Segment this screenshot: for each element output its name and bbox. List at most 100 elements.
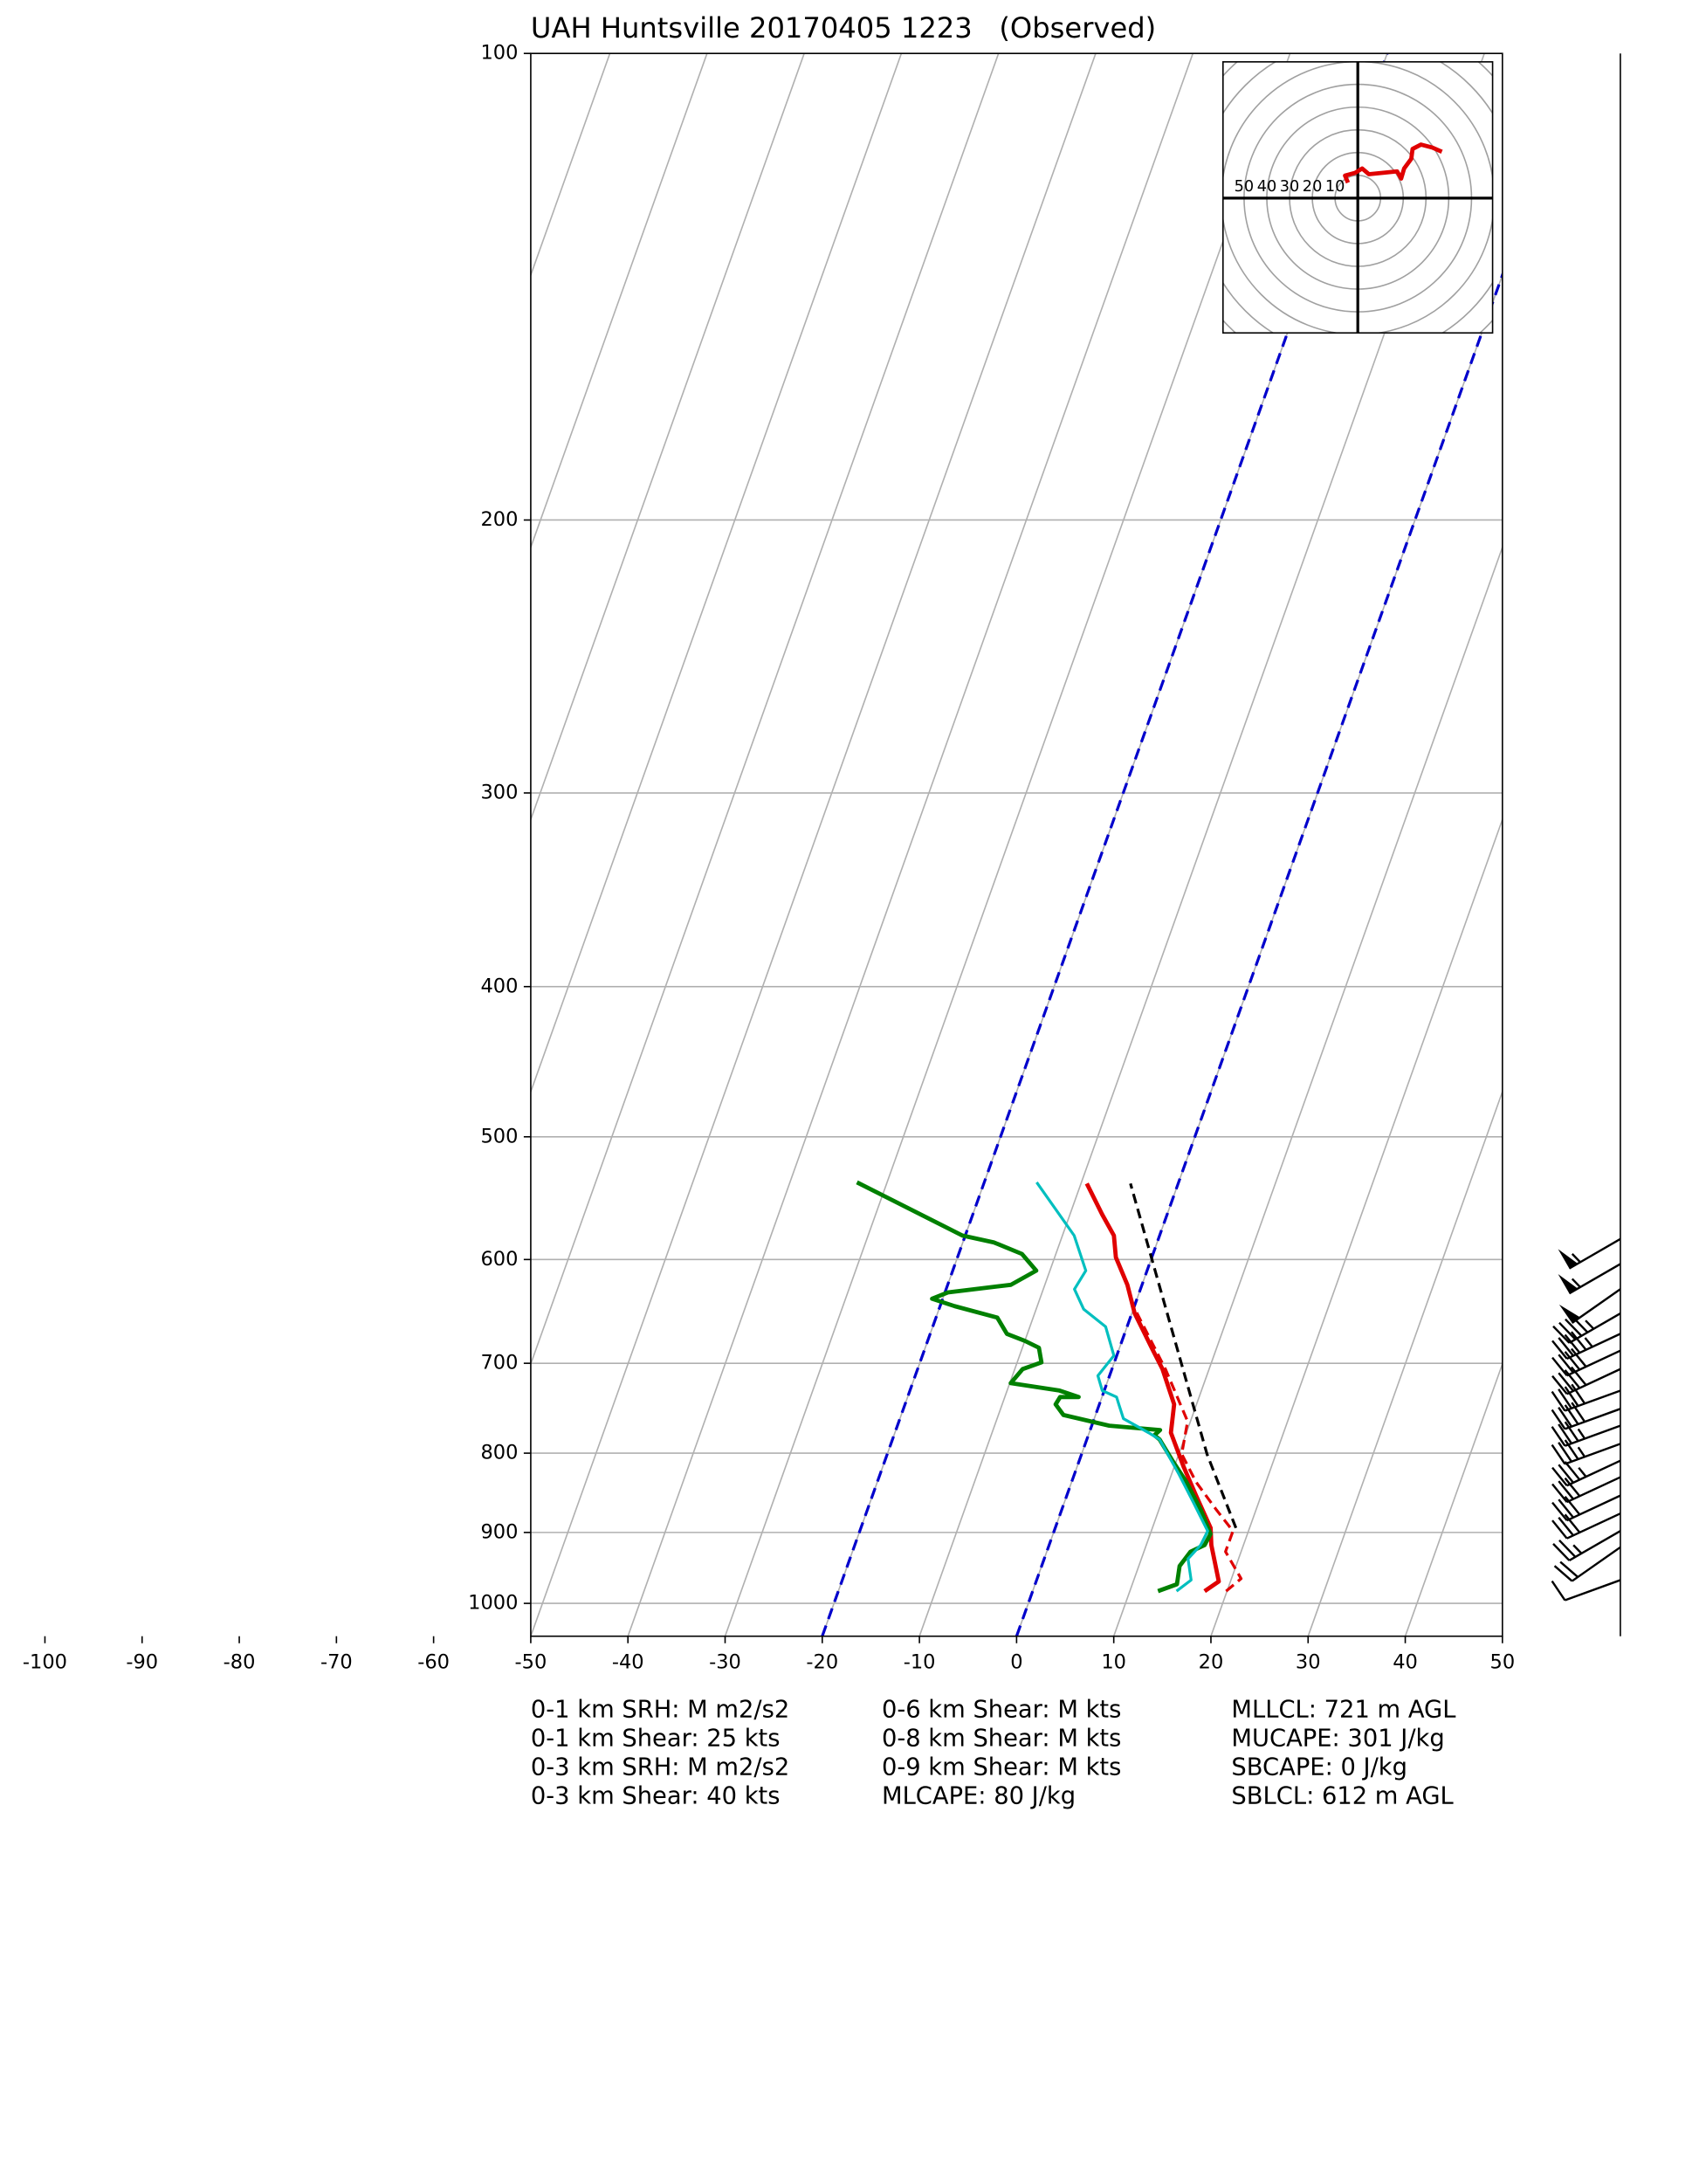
barb-flag	[1564, 1461, 1581, 1481]
isotherm	[530, 53, 708, 550]
x-tick-label: -80	[224, 1651, 256, 1674]
hodograph-ring-label: 30	[1280, 178, 1300, 196]
isotherm	[1210, 817, 1503, 1636]
profile-line	[1129, 1182, 1238, 1529]
wind-barb	[1551, 1402, 1621, 1430]
barb-flag	[1571, 1314, 1589, 1333]
barb-staff	[1566, 1512, 1621, 1540]
hodograph-border	[1221, 61, 1494, 334]
x-tick-label: 0	[1010, 1651, 1022, 1674]
hodograph-ring-label: 50	[1235, 178, 1255, 196]
barb-pennant	[1558, 1273, 1579, 1294]
barb-flag	[1552, 1543, 1571, 1561]
stat-text: 0-9 km Shear: M kts	[882, 1753, 1121, 1781]
barb-half	[1571, 1253, 1581, 1264]
barb-flag	[1558, 1423, 1573, 1444]
barb-flag	[1570, 1331, 1587, 1351]
barb-staff	[1565, 1424, 1621, 1447]
isotherm	[1307, 1089, 1503, 1636]
barb-flag	[1551, 1374, 1568, 1395]
y-tick-label: 500	[480, 1125, 518, 1147]
wind-barb	[1551, 1512, 1621, 1540]
barb-flag	[1558, 1442, 1573, 1463]
x-tick-label: -40	[612, 1651, 644, 1674]
barb-staff	[1565, 1579, 1621, 1602]
wind-barb	[1551, 1459, 1621, 1487]
y-tick-label: 600	[480, 1248, 518, 1271]
barb-staff	[1566, 1476, 1621, 1504]
isotherm	[530, 53, 903, 1094]
barb-flag	[1564, 1351, 1581, 1371]
barb-half	[1577, 1446, 1586, 1457]
barb-flag	[1558, 1388, 1573, 1409]
barb-flag	[1564, 1477, 1581, 1498]
grid	[530, 53, 1503, 1636]
barb-flag	[1551, 1466, 1568, 1487]
barb-flag	[1564, 1404, 1579, 1425]
barb-flag	[1551, 1443, 1566, 1465]
barb-flag	[1551, 1580, 1566, 1602]
dashed-isotherm	[1015, 271, 1503, 1636]
y-tick-label: 200	[480, 508, 518, 531]
isotherm	[530, 53, 805, 822]
barb-pennant	[1558, 1249, 1579, 1269]
stat-text: 0-8 km Shear: M kts	[882, 1725, 1121, 1752]
wind-barb	[1551, 1579, 1621, 1602]
barb-flag	[1551, 1501, 1568, 1521]
barb-flag	[1551, 1483, 1568, 1503]
barb-flag	[1558, 1498, 1574, 1519]
stat-text: 0-1 km SRH: M m2/s2	[531, 1696, 789, 1723]
stat-text: 0-1 km Shear: 25 kts	[531, 1725, 781, 1752]
barb-flag	[1570, 1366, 1587, 1386]
wind-barb	[1558, 1237, 1621, 1270]
barb-flag	[1558, 1354, 1574, 1374]
barb-flag	[1565, 1318, 1583, 1337]
barb-flag	[1564, 1333, 1581, 1354]
barb-flag	[1564, 1439, 1579, 1460]
barb-flag	[1564, 1496, 1581, 1516]
wind-barb	[1553, 1546, 1621, 1582]
wind-barb	[1552, 1530, 1621, 1561]
barb-staff	[1568, 1530, 1621, 1561]
stat-text: SBCAPE: 0 J/kg	[1231, 1753, 1407, 1781]
y-tick-label: 400	[480, 975, 518, 997]
barb-flag	[1558, 1407, 1573, 1428]
barb-half	[1572, 1544, 1583, 1554]
barb-half	[1584, 1337, 1593, 1348]
barb-flag	[1558, 1372, 1574, 1392]
stat-text: 0-6 km Shear: M kts	[882, 1696, 1121, 1723]
stat-text: MLLCL: 721 m AGL	[1231, 1696, 1456, 1723]
wind-barbs	[1551, 1237, 1621, 1602]
x-tick-label: -50	[515, 1651, 547, 1674]
barb-staff	[1566, 1494, 1621, 1522]
x-tick-label: -70	[320, 1651, 353, 1674]
barb-flag	[1551, 1519, 1568, 1540]
dashed-isotherm	[821, 53, 1389, 1636]
barb-staff	[1565, 1408, 1621, 1430]
wind-barb	[1551, 1494, 1621, 1522]
barb-half	[1585, 1319, 1595, 1330]
isotherm	[1112, 545, 1503, 1636]
barb-staff	[1568, 1237, 1621, 1270]
barb-flag	[1551, 1340, 1568, 1360]
barb-flag	[1552, 1325, 1571, 1344]
barb-flag	[1551, 1426, 1566, 1447]
wind-barb	[1551, 1476, 1621, 1504]
stat-text: MLCAPE: 80 J/kg	[882, 1782, 1076, 1809]
x-tick-label: -90	[126, 1651, 158, 1674]
hodograph: 50 40 30 20 10	[1221, 61, 1494, 334]
barb-flag	[1558, 1464, 1574, 1484]
barb-flag	[1571, 1383, 1586, 1404]
barb-flag	[1551, 1390, 1566, 1412]
x-tick-label: 40	[1393, 1651, 1418, 1674]
x-tick-label: 20	[1199, 1651, 1224, 1674]
hodograph-ring-label: 40	[1257, 178, 1277, 196]
barb-flag	[1558, 1480, 1574, 1500]
profiles	[856, 1180, 1243, 1594]
x-tick-label: 30	[1296, 1651, 1321, 1674]
barb-flag	[1559, 1560, 1579, 1578]
statistics: 0-1 km SRH: M m2/s20-1 km Shear: 25 kts 0…	[531, 1696, 1456, 1809]
stat-text: MUCAPE: 301 J/kg	[1231, 1725, 1444, 1752]
isotherm	[627, 53, 1194, 1636]
